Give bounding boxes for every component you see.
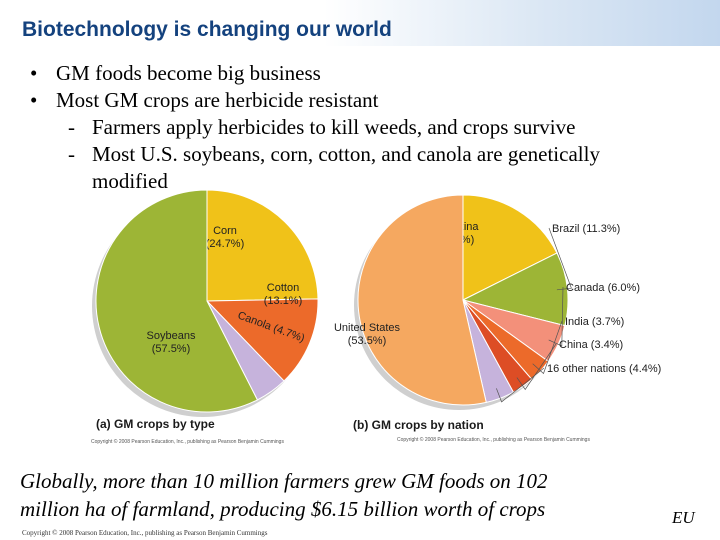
pie-label-cotton-value: (13.1%) bbox=[264, 295, 303, 307]
pie-slice-cotton bbox=[205, 298, 319, 382]
leader-line-india bbox=[532, 320, 563, 375]
caption: Globally, more than 10 million farmers g… bbox=[20, 467, 548, 523]
slide-title: Biotechnology is changing our world bbox=[22, 18, 392, 41]
panel-a-copyright: Copyright © 2008 Pearson Education, Inc.… bbox=[91, 438, 284, 445]
pie-label-china: China (3.4%) bbox=[559, 339, 623, 351]
pie-label-india: India (3.7%) bbox=[565, 316, 624, 328]
pie-slice-corn bbox=[206, 189, 319, 302]
leader-line-china bbox=[516, 343, 557, 391]
panel-b-copyright: Copyright © 2008 Pearson Education, Inc.… bbox=[397, 436, 590, 443]
bullet-dot: • bbox=[30, 61, 38, 85]
bullet-dot: • bbox=[30, 88, 38, 112]
caption-line: million ha of farmland, producing $6.15 … bbox=[20, 497, 546, 521]
leader-line-brazil bbox=[548, 227, 572, 291]
footer-copyright: Copyright © 2008 Pearson Education, Inc.… bbox=[22, 529, 268, 537]
sub-bullet-item: - Most U.S. soybeans, corn, cotton, and c… bbox=[30, 141, 600, 195]
pie-label-16-other-nations: 16 other nations (4.4%) bbox=[547, 363, 661, 375]
caption-line: Globally, more than 10 million farmers g… bbox=[20, 469, 548, 493]
pie-label-soybeans-value: (57.5%) bbox=[152, 343, 191, 355]
pie-label-united-states: United States bbox=[334, 322, 401, 334]
pie-slice-united-states bbox=[357, 194, 487, 406]
pie-chart-crops-by-type: Corn(24.7%)Cotton(13.1%)Canola (4.7%)Soy… bbox=[92, 189, 319, 417]
sub-bullet-text: Farmers apply herbicides to kill weeds, … bbox=[92, 115, 576, 139]
pie-slice-soybeans bbox=[95, 189, 259, 413]
pie-label-canada: Canada (6.0%) bbox=[566, 282, 640, 294]
sub-bullet-item: - Farmers apply herbicides to kill weeds,… bbox=[30, 114, 600, 141]
eu-badge: EU bbox=[672, 508, 695, 527]
pie-label-cotton: Cotton bbox=[267, 282, 299, 294]
leader-line-16-other-nations bbox=[496, 367, 545, 403]
pie-charts: Corn(24.7%)Cotton(13.1%)Canola (4.7%)Soy… bbox=[91, 189, 661, 445]
crops-figure: Corn (24.7%) Cotton (13.1%) Canola (4.7%) Soy… bbox=[85, 188, 665, 450]
sub-bullet-dash: - bbox=[68, 142, 75, 166]
bullet-text: GM foods become big business bbox=[56, 61, 321, 85]
pie-label-brazil: Brazil (11.3%) bbox=[552, 223, 620, 235]
bullet-item: • GM foods become big business bbox=[30, 60, 600, 87]
leader-line-canada bbox=[548, 286, 564, 347]
pie-label-corn-value: (24.7%) bbox=[206, 238, 245, 250]
pie-label-corn: Corn bbox=[213, 225, 237, 237]
bullet-list: • GM foods become big business • Most GM c… bbox=[30, 60, 600, 195]
sub-bullet-text: Most U.S. soybeans, corn, cotton, and ca… bbox=[92, 142, 600, 166]
pie-chart-crops-by-nation: Argentina(17.6%)Brazil (11.3%)Canada (6.… bbox=[334, 194, 661, 410]
pie-slice-argentina bbox=[462, 194, 558, 301]
panel-b-title: (b) GM crops by nation bbox=[353, 418, 484, 432]
sub-bullet-dash: - bbox=[68, 115, 75, 139]
panel-a-title: (a) GM crops by type bbox=[96, 417, 215, 431]
pie-label-soybeans: Soybeans bbox=[147, 330, 196, 342]
bullet-text: Most GM crops are herbicide resistant bbox=[56, 88, 379, 112]
bullet-item: • Most GM crops are herbicide resistant bbox=[30, 87, 600, 114]
pie-label-united-states-value: (53.5%) bbox=[348, 335, 387, 347]
title-bar bbox=[0, 0, 720, 46]
